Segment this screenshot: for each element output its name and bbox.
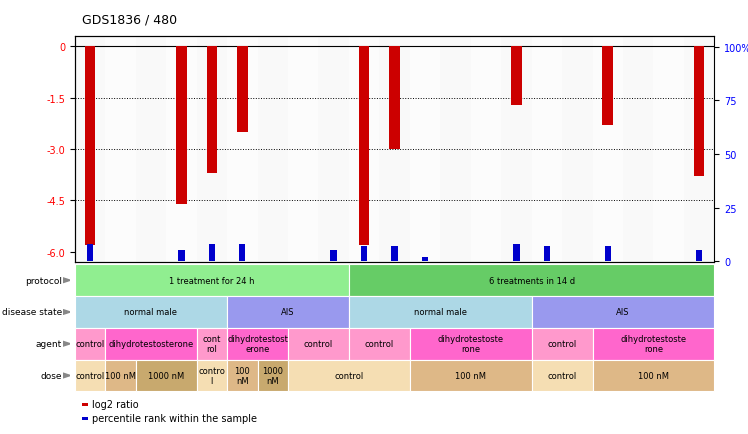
Bar: [623, 37, 654, 263]
Text: control: control: [365, 339, 394, 349]
Bar: [176, 47, 187, 204]
Text: dihydrotestoste
rone: dihydrotestoste rone: [438, 335, 503, 353]
Text: 100
nM: 100 nM: [234, 366, 250, 385]
Bar: [87, 244, 94, 262]
Text: normal male: normal male: [414, 308, 467, 317]
Bar: [197, 37, 227, 263]
Text: 1000
nM: 1000 nM: [263, 366, 283, 385]
Bar: [441, 37, 470, 263]
Bar: [391, 247, 398, 262]
Text: AIS: AIS: [281, 308, 295, 317]
Bar: [209, 244, 215, 262]
Bar: [604, 247, 611, 262]
Text: GDS1836 / 480: GDS1836 / 480: [82, 13, 177, 26]
Bar: [85, 47, 95, 246]
Text: control: control: [76, 371, 105, 380]
Bar: [227, 37, 257, 263]
Text: 100 nM: 100 nM: [105, 371, 136, 380]
Text: control: control: [304, 339, 333, 349]
Text: contro
l: contro l: [198, 366, 225, 385]
Bar: [654, 37, 684, 263]
Bar: [237, 47, 248, 133]
Text: 100 nM: 100 nM: [638, 371, 669, 380]
Text: 1000 nM: 1000 nM: [148, 371, 184, 380]
Bar: [470, 37, 501, 263]
Bar: [319, 37, 349, 263]
Text: log2 ratio: log2 ratio: [92, 400, 138, 409]
Polygon shape: [63, 342, 70, 346]
Text: 1 treatment for 24 h: 1 treatment for 24 h: [169, 276, 254, 285]
Bar: [105, 37, 135, 263]
Bar: [359, 47, 370, 246]
Bar: [135, 37, 166, 263]
Text: control: control: [548, 339, 577, 349]
Text: cont
rol: cont rol: [203, 335, 221, 353]
Text: percentile rank within the sample: percentile rank within the sample: [92, 414, 257, 423]
Polygon shape: [63, 373, 70, 378]
Bar: [288, 37, 319, 263]
Text: dihydrotestosterone: dihydrotestosterone: [108, 339, 194, 349]
Text: AIS: AIS: [616, 308, 630, 317]
Text: dihydrotestoste
rone: dihydrotestoste rone: [620, 335, 687, 353]
Text: dihydrotestost
erone: dihydrotestost erone: [227, 335, 288, 353]
Text: 6 treatments in 14 d: 6 treatments in 14 d: [488, 276, 574, 285]
Bar: [501, 37, 532, 263]
Bar: [544, 247, 550, 262]
Text: control: control: [334, 371, 364, 380]
Bar: [422, 257, 428, 262]
Bar: [206, 47, 217, 174]
Bar: [684, 37, 714, 263]
Bar: [532, 37, 562, 263]
Bar: [562, 37, 592, 263]
Bar: [513, 244, 520, 262]
Bar: [389, 47, 400, 150]
Text: 100 nM: 100 nM: [456, 371, 486, 380]
Bar: [511, 47, 521, 105]
Bar: [602, 47, 613, 126]
Bar: [257, 37, 288, 263]
Bar: [694, 47, 705, 177]
Text: normal male: normal male: [124, 308, 177, 317]
Bar: [75, 37, 105, 263]
Bar: [361, 247, 367, 262]
Bar: [349, 37, 379, 263]
Bar: [166, 37, 197, 263]
Polygon shape: [63, 278, 70, 283]
Text: control: control: [548, 371, 577, 380]
Polygon shape: [63, 310, 70, 315]
Text: control: control: [76, 339, 105, 349]
Bar: [379, 37, 410, 263]
Bar: [696, 251, 702, 262]
Text: dose: dose: [40, 371, 62, 380]
Bar: [239, 244, 245, 262]
Text: protocol: protocol: [25, 276, 62, 285]
Text: disease state: disease state: [1, 308, 62, 317]
Text: agent: agent: [36, 339, 62, 349]
Bar: [178, 251, 185, 262]
Bar: [331, 251, 337, 262]
Bar: [592, 37, 623, 263]
Bar: [410, 37, 441, 263]
